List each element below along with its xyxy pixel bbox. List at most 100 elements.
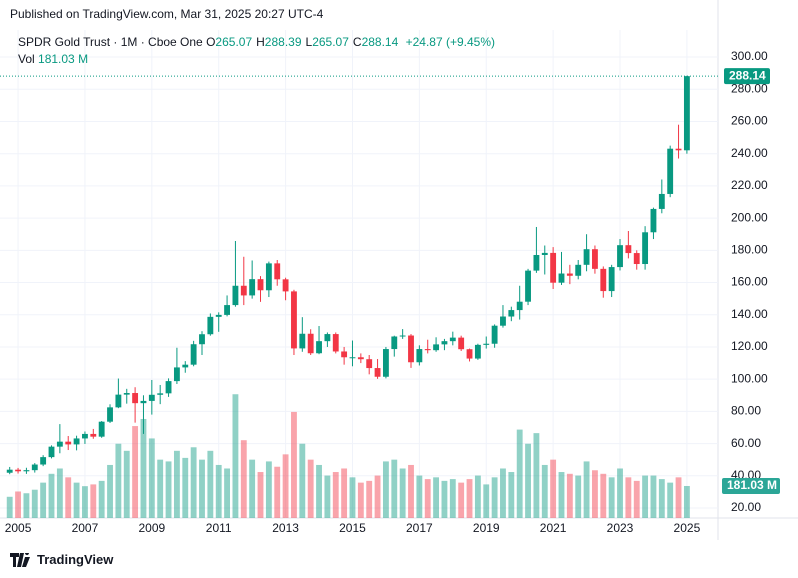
candle-body: [500, 316, 506, 326]
x-tick-label: 2013: [272, 521, 299, 535]
candle-body: [215, 314, 222, 317]
candle-body: [550, 252, 557, 283]
change-pct: (+9.45%): [446, 35, 496, 49]
candle-body: [265, 263, 272, 291]
y-tick-label: 220.00: [731, 178, 768, 192]
candle-body: [491, 325, 498, 344]
volume-bar: [257, 472, 264, 518]
volume-bar: [441, 480, 448, 518]
volume-bar: [23, 493, 30, 518]
ohlc-key: L: [305, 35, 313, 49]
volume-bar: [31, 489, 38, 518]
candle-body: [575, 264, 582, 276]
volume-bar: [357, 482, 364, 518]
candle-body: [31, 464, 38, 471]
volume-bar: [399, 468, 406, 518]
candle-body: [299, 333, 306, 349]
volume-bar: [424, 479, 431, 518]
volume-bar: [516, 429, 523, 518]
candle-body: [558, 273, 565, 283]
x-tick-label: 2019: [473, 521, 500, 535]
volume-bar: [56, 468, 63, 518]
volume-bar: [491, 477, 498, 518]
candle-body: [182, 364, 189, 368]
published-note: Published on TradingView.com, Mar 31, 20…: [10, 7, 324, 21]
volume-bar: [642, 475, 649, 518]
candle-body: [357, 357, 364, 360]
candle-body: [190, 344, 197, 365]
volume-bar: [600, 473, 607, 518]
candle-body: [332, 334, 339, 352]
candle-body: [199, 334, 205, 345]
volume-bar: [449, 479, 456, 518]
candle-body: [408, 335, 414, 363]
x-tick-label: 2007: [72, 521, 99, 535]
candle-body: [232, 285, 239, 306]
candle-body: [207, 316, 214, 335]
candle-body: [399, 335, 406, 337]
volume-bar: [215, 464, 222, 518]
volume-bar: [583, 461, 590, 518]
candle-body: [516, 301, 523, 311]
volume-bar: [508, 472, 515, 518]
volume-bar: [433, 477, 440, 518]
x-tick-label: 2005: [5, 521, 32, 535]
volume-bar: [207, 450, 214, 518]
volume-bar: [173, 450, 180, 518]
volume-bar: [566, 473, 573, 518]
candle-body: [257, 279, 264, 291]
volume-bar: [299, 443, 306, 518]
volume-bar: [633, 480, 640, 518]
volume-bar: [282, 454, 289, 518]
volume-bar: [140, 418, 147, 518]
x-tick-label: 2011: [206, 521, 232, 535]
volume-bar: [82, 486, 88, 518]
volume-bar: [408, 464, 414, 518]
x-tick-label: 2017: [406, 521, 433, 535]
volume-bar: [374, 475, 381, 518]
y-tick-label: 240.00: [731, 146, 768, 160]
candle-body: [441, 341, 448, 345]
candle-body: [173, 367, 180, 382]
ohlc-key: O: [206, 35, 216, 49]
volume-bar: [533, 433, 540, 518]
x-tick-label: 2025: [674, 521, 701, 535]
candle-body: [324, 334, 331, 342]
candle-body: [592, 249, 598, 269]
candle-body: [608, 267, 615, 292]
y-tick-label: 260.00: [731, 114, 768, 128]
volume-bar: [190, 447, 197, 518]
candle-body: [391, 336, 398, 350]
candle-body: [140, 400, 147, 404]
candle-body: [6, 469, 13, 473]
x-tick-label: 2009: [138, 521, 165, 535]
brand: TradingView: [37, 552, 114, 567]
candle-body: [341, 351, 348, 358]
x-tick-label: 2023: [607, 521, 634, 535]
candle-body: [15, 469, 21, 472]
candle-body: [525, 270, 531, 302]
vol-key: Vol: [18, 52, 35, 66]
volume-bar: [107, 464, 113, 518]
candle-body: [73, 438, 80, 445]
candle-body: [240, 285, 247, 296]
ohlc-value: 265.07: [215, 35, 253, 49]
candle-body: [82, 433, 88, 439]
volume-bar: [98, 480, 105, 518]
last-price-tag: [724, 68, 770, 85]
candle-body: [132, 393, 139, 404]
volume-bar: [115, 443, 122, 518]
y-tick-label: 140.00: [731, 307, 768, 321]
volume-bar: [15, 491, 21, 518]
y-tick-label: 280.00: [731, 81, 768, 95]
change: +24.87: [405, 35, 443, 49]
candle-body: [274, 263, 281, 280]
volume-bar: [391, 459, 398, 518]
candle-body: [416, 349, 423, 363]
candle-body: [650, 208, 657, 233]
volume-bar: [90, 484, 97, 518]
candle-body: [115, 394, 122, 408]
volume-bar: [525, 443, 531, 518]
volume-bar: [274, 466, 281, 518]
candle-body: [157, 393, 164, 395]
